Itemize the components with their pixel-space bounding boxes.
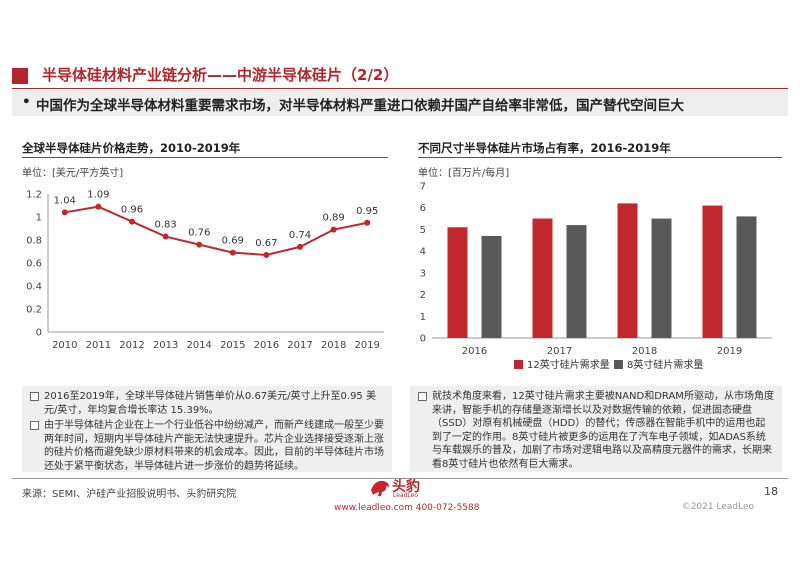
data-label: 0.67 (255, 238, 277, 249)
data-point (297, 243, 303, 250)
x-tick-label: 2015 (220, 340, 245, 351)
legend-label: 12英寸硅片需求量 (527, 358, 610, 371)
price-line-chart: 0 0.2 0.4 0.6 0.8 1 1.2 2010 2011 2012 2013 2014 201… (26, 190, 384, 351)
y-tick-label: 2 (420, 290, 426, 301)
left-chart-title: 全球半导体硅片价格走势，2010-2019年 (22, 141, 241, 155)
left-note-2: 由于半导体硅片企业在上一个行业低谷中纷纷减产，而新产线建成一般至少要两年时间，短… (30, 419, 384, 473)
footer-divider (12, 478, 788, 479)
x-tick-label: 2017 (547, 346, 572, 357)
y-tick-label: 3 (420, 268, 426, 279)
bar (702, 205, 723, 338)
data-label: 0.69 (222, 236, 244, 247)
x-tick-label: 2018 (321, 340, 346, 351)
legend-swatch (514, 360, 523, 369)
y-tick-label: 1 (420, 312, 426, 323)
left-note-1-text: 2016至2019年，全球半导体硅片销售单价从0.67美元/英寸上升至0.95 … (44, 391, 376, 416)
data-point (263, 251, 270, 258)
right-chart-title: 不同尺寸半导体硅片市场占有率，2016-2019年 (418, 141, 671, 155)
y-tick-label: 6 (420, 203, 426, 214)
y-tick-label: 0.4 (26, 282, 42, 293)
y-tick-label: 0.6 (26, 259, 42, 270)
data-point (229, 249, 236, 256)
left-note-2-text: 由于半导体硅片企业在上一个行业低谷中纷纷减产，而新产线建成一般至少要两年时间，短… (44, 420, 384, 472)
x-tick-label: 2012 (119, 340, 144, 351)
y-tick-label: 0 (36, 328, 42, 339)
bar (736, 216, 757, 338)
source-note: 来源：SEMI、沪硅产业招股说明书、头豹研究院 (22, 489, 237, 500)
x-tick-label: 2014 (186, 340, 211, 351)
bar (566, 225, 587, 338)
x-tick-label: 2016 (254, 340, 279, 351)
data-point (129, 218, 135, 225)
data-point (364, 219, 371, 226)
data-label: 0.83 (154, 220, 176, 231)
y-tick-label: 7 (420, 182, 426, 193)
copyright: ©2021 LeadLeo (681, 502, 754, 512)
x-tick-label: 2017 (287, 340, 312, 351)
y-tick-label: 5 (420, 225, 426, 236)
data-label: 1.04 (54, 195, 76, 206)
data-point (95, 203, 102, 210)
right-note-1: 就技术角度来看，12英寸硅片需求主要被NAND和DRAM所驱动，从市场角度来讲，… (418, 390, 774, 471)
y-tick-label: 0.8 (26, 236, 42, 247)
y-tick-label: 0 (420, 334, 426, 345)
title-marker (12, 68, 28, 84)
subtitle-bullet: • (22, 94, 31, 110)
legend-label: 8英寸硅片需求量 (627, 358, 703, 371)
x-tick-label: 2011 (86, 340, 111, 351)
checkbox-icon (30, 421, 39, 430)
bar (532, 218, 553, 338)
left-note-1: 2016至2019年，全球半导体硅片销售单价从0.67美元/英寸上升至0.95 … (30, 390, 384, 417)
left-chart-divider (22, 157, 388, 158)
page-title: 半导体硅材料产业链分析——中游半导体硅片（2/2） (42, 66, 399, 84)
bar (447, 227, 468, 338)
y-tick-label: 1.2 (26, 190, 42, 201)
data-label: 0.95 (356, 206, 378, 217)
data-label: 0.76 (188, 228, 210, 239)
y-tick-label: 1 (36, 213, 42, 224)
bar (481, 235, 502, 338)
legend-swatch (614, 360, 623, 369)
x-tick-label: 2018 (632, 346, 657, 357)
x-tick-label: 2010 (52, 340, 77, 351)
x-tick-label: 2019 (354, 340, 379, 351)
data-point (196, 241, 203, 248)
right-chart-unit: 单位：[百万片/每月] (418, 168, 510, 179)
data-point (162, 233, 169, 240)
checkbox-icon (30, 392, 39, 401)
leopard-logo-icon (371, 480, 389, 496)
x-tick-label: 2019 (717, 346, 742, 357)
data-point (61, 209, 68, 216)
y-tick-label: 0.2 (26, 305, 42, 316)
bar (617, 203, 638, 338)
data-label: 1.09 (87, 190, 109, 201)
y-tick-label: 4 (420, 247, 426, 258)
right-notes: 就技术角度来看，12英寸硅片需求主要被NAND和DRAM所驱动，从市场角度来讲，… (410, 386, 782, 472)
right-note-1-text: 就技术角度来看，12英寸硅片需求主要被NAND和DRAM所驱动，从市场角度来讲，… (432, 391, 774, 470)
page-number: 18 (764, 485, 778, 498)
demand-bar-chart: 0 1 2 3 4 5 6 7 2016 2017 2018 2019 12英寸硅片需求量 8英寸硅片需求… (420, 182, 772, 371)
left-notes: 2016至2019年，全球半导体硅片销售单价从0.67美元/英寸上升至0.95 … (22, 386, 392, 472)
bar (651, 218, 672, 338)
data-point (330, 226, 337, 233)
data-label: 0.74 (289, 230, 311, 241)
checkbox-icon (418, 392, 427, 401)
brand-logo-sub: LeadLeo (393, 492, 419, 499)
right-chart-divider (418, 157, 782, 158)
page-subtitle: 中国作为全球半导体材料重要需求市场，对半导体材料严重进口依赖并国产自给率非常低，… (36, 98, 684, 114)
x-tick-label: 2013 (153, 340, 178, 351)
title-divider (12, 88, 788, 89)
data-label: 0.96 (121, 205, 143, 216)
brand-contact: www.leadleo.com 400-072-5588 (334, 503, 480, 513)
data-label: 0.89 (322, 213, 344, 224)
brand-logo-text: 头豹 (392, 479, 420, 495)
price-line (64, 205, 368, 256)
x-tick-label: 2016 (462, 346, 487, 357)
left-chart-unit: 单位：[美元/平方英寸] (22, 168, 124, 179)
subtitle-bar (12, 90, 788, 116)
